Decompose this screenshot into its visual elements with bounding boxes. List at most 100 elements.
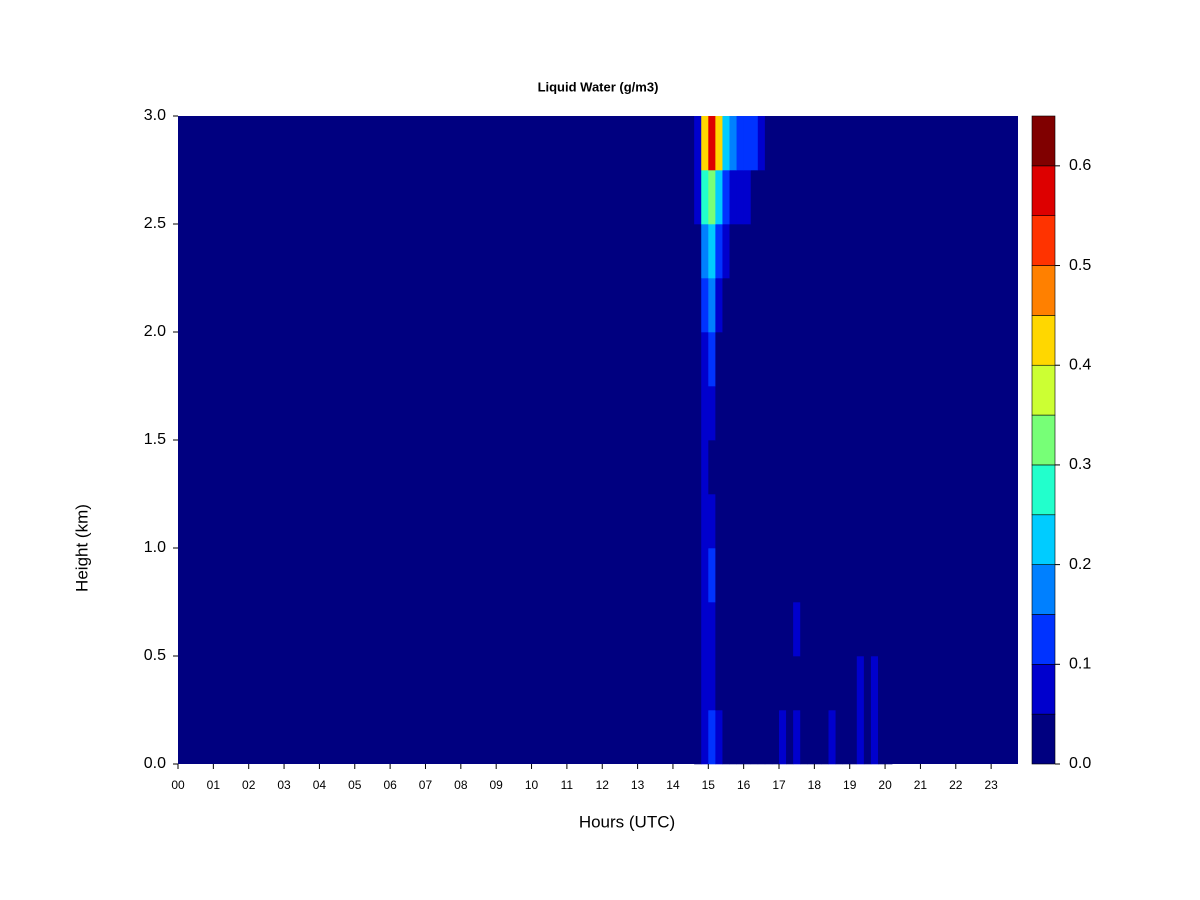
heatmap-cell — [722, 170, 730, 225]
heatmap-cell — [708, 494, 716, 549]
heatmap-cell — [750, 386, 759, 441]
heatmap-cell — [786, 386, 794, 441]
heatmap-cell — [835, 116, 843, 171]
colorbar-box — [1031, 165, 1056, 216]
x-tick-label: 12 — [596, 778, 610, 792]
heatmap-cell — [715, 278, 723, 333]
heatmap-cell — [757, 440, 766, 495]
heatmap-cell — [800, 548, 808, 603]
heatmap-cell — [722, 224, 730, 279]
heatmap-cell — [807, 710, 815, 765]
heatmap-cell — [849, 656, 858, 711]
x-axis-label: Hours (UTC) — [579, 812, 675, 831]
heatmap-cell — [736, 602, 744, 657]
heatmap-cell — [793, 494, 801, 549]
heatmap-cell — [814, 332, 822, 387]
heatmap-cell — [828, 170, 836, 225]
heatmap-cell — [870, 116, 879, 171]
heatmap-cell — [863, 602, 872, 657]
colorbar-tick-label: 0.5 — [1069, 257, 1091, 274]
heatmap-cell — [701, 602, 709, 657]
heatmap-cell — [779, 278, 787, 333]
heatmap-cell — [722, 548, 730, 603]
heatmap-cell — [722, 494, 730, 549]
heatmap-cell — [750, 224, 759, 279]
heatmap-cell — [757, 386, 766, 441]
heatmap-cell — [757, 116, 766, 171]
heatmap-cell — [842, 386, 851, 441]
x-tick-label: 01 — [207, 778, 221, 792]
x-tick-label: 14 — [666, 778, 680, 792]
colorbar-box — [1031, 115, 1056, 167]
colorbar-tick-label: 0.3 — [1069, 456, 1091, 473]
x-tick-label: 07 — [419, 778, 433, 792]
heatmap-cell — [849, 224, 858, 279]
heatmap-cell — [722, 710, 730, 765]
heatmap-cell — [786, 116, 794, 171]
heatmap-cell — [701, 440, 709, 495]
heatmap-cell — [828, 440, 836, 495]
heatmap-cell — [821, 656, 829, 711]
heatmap-cell — [750, 710, 759, 765]
y-axis-label: Height (km) — [72, 504, 91, 592]
heatmap-cell — [800, 332, 808, 387]
heatmap-cell — [835, 332, 843, 387]
heatmap-cell — [807, 656, 815, 711]
heatmap-cell — [771, 548, 780, 603]
x-tick-label: 00 — [171, 778, 185, 792]
heatmap-cell — [863, 710, 872, 765]
heatmap-cell — [878, 494, 886, 549]
colorbar-box — [1031, 664, 1056, 715]
colorbar-tick-label: 0.6 — [1069, 157, 1091, 174]
heatmap-cell — [743, 494, 752, 549]
heatmap-cell — [779, 386, 787, 441]
heatmap-cell — [694, 116, 702, 171]
heatmap-cell — [757, 170, 766, 225]
heatmap-cell — [870, 332, 879, 387]
heatmap-cell — [736, 548, 744, 603]
heatmap-cell — [870, 224, 879, 279]
heatmap-cell — [821, 386, 829, 441]
heatmap-cell — [793, 602, 801, 657]
heatmap-cell — [807, 332, 815, 387]
heatmap-cell — [779, 656, 787, 711]
heatmap-cell — [786, 332, 794, 387]
heatmap-cell — [800, 224, 808, 279]
heatmap-cell — [786, 440, 794, 495]
heatmap-cell — [771, 386, 780, 441]
heatmap-cell — [800, 494, 808, 549]
colorbar-box — [1031, 514, 1056, 565]
heatmap-cell — [870, 440, 879, 495]
heatmap-cell — [708, 548, 716, 603]
heatmap-cell — [828, 386, 836, 441]
heatmap-cell — [793, 170, 801, 225]
heatmap-cell — [807, 602, 815, 657]
heatmap-cell — [821, 116, 829, 171]
heatmap-cell — [701, 656, 709, 711]
heatmap-cell — [814, 602, 822, 657]
heatmap-cell — [828, 602, 836, 657]
heatmap-cell — [786, 710, 794, 765]
x-tick-label: 23 — [984, 778, 998, 792]
colorbar-tick-label: 0.2 — [1069, 556, 1091, 573]
heatmap-cell — [750, 116, 759, 171]
heatmap-cell — [835, 440, 843, 495]
heatmap-cell — [701, 170, 709, 225]
heatmap-cell — [771, 332, 780, 387]
heatmap-cell — [878, 224, 886, 279]
heatmap-cell — [863, 116, 872, 171]
heatmap-cell — [885, 710, 893, 765]
heatmap-cell — [715, 224, 723, 279]
heatmap-cell — [694, 224, 702, 279]
heatmap-cell — [743, 440, 752, 495]
heatmap-cell — [849, 170, 858, 225]
heatmap-cell — [729, 548, 737, 603]
heatmap-cell — [786, 494, 794, 549]
heatmap-cell — [771, 170, 780, 225]
colorbar-box — [1031, 414, 1056, 466]
heatmap-cell — [807, 278, 815, 333]
heatmap-cell — [814, 278, 822, 333]
heatmap-cell — [814, 440, 822, 495]
heatmap-cell — [863, 332, 872, 387]
heatmap-cell — [779, 602, 787, 657]
